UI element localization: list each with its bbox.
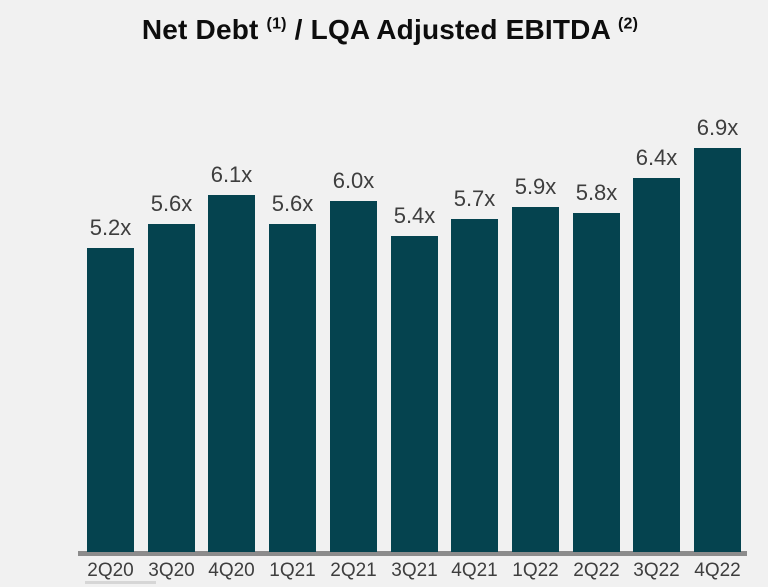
bar-1q21 (269, 224, 316, 552)
x-axis-label-4q22: 4Q22 (694, 560, 741, 581)
bar-value-label-2q22: 5.8x (575, 180, 618, 205)
chart-title: Net Debt (1) / LQA Adjusted EBITDA (2) (30, 13, 750, 47)
bar-value-label-1q21: 5.6x (271, 191, 314, 216)
title-text-1: Net Debt (141, 14, 259, 45)
bar-3q20 (148, 224, 195, 552)
bar-3q22 (633, 178, 680, 552)
bar-4q22 (694, 148, 741, 552)
x-axis-label-4q21: 4Q21 (451, 560, 498, 581)
bottom-edge-artifact (85, 581, 156, 584)
bar-3q21 (391, 236, 438, 552)
x-axis-label-3q22: 3Q22 (633, 560, 680, 581)
x-axis-label-3q20: 3Q20 (148, 560, 195, 581)
x-axis-line (78, 551, 747, 556)
x-axis-label-3q21: 3Q21 (391, 560, 438, 581)
bar-value-label-4q21: 5.7x (453, 186, 496, 211)
title-footnote-ref-2: (2) (617, 15, 639, 33)
x-axis-label-1q22: 1Q22 (512, 560, 559, 581)
title-footnote-ref-1: (1) (266, 15, 287, 33)
x-axis-label-2q20: 2Q20 (87, 560, 134, 581)
bar-1q22 (512, 207, 559, 552)
bar-value-label-3q22: 6.4x (635, 145, 678, 170)
x-axis-label-4q20: 4Q20 (208, 560, 255, 581)
bar-4q21 (451, 219, 498, 552)
x-axis-label-2q21: 2Q21 (330, 560, 377, 581)
bar-value-label-1q22: 5.9x (514, 174, 557, 199)
bar-value-label-4q20: 6.1x (210, 162, 253, 187)
x-axis-label-1q21: 1Q21 (269, 560, 316, 581)
title-text-2: / LQA Adjusted EBITDA (286, 14, 610, 45)
bar-value-label-4q22: 6.9x (696, 115, 739, 140)
bar-value-label-2q20: 5.2x (89, 215, 132, 240)
bar-4q20 (208, 195, 255, 552)
bar-value-label-3q21: 5.4x (393, 203, 436, 228)
bar-value-label-2q21: 6.0x (332, 168, 375, 193)
x-axis-label-2q22: 2Q22 (573, 560, 620, 581)
bar-2q21 (330, 201, 377, 552)
bar-2q20 (87, 248, 134, 552)
bar-2q22 (573, 213, 620, 552)
bar-value-label-3q20: 5.6x (150, 191, 193, 216)
